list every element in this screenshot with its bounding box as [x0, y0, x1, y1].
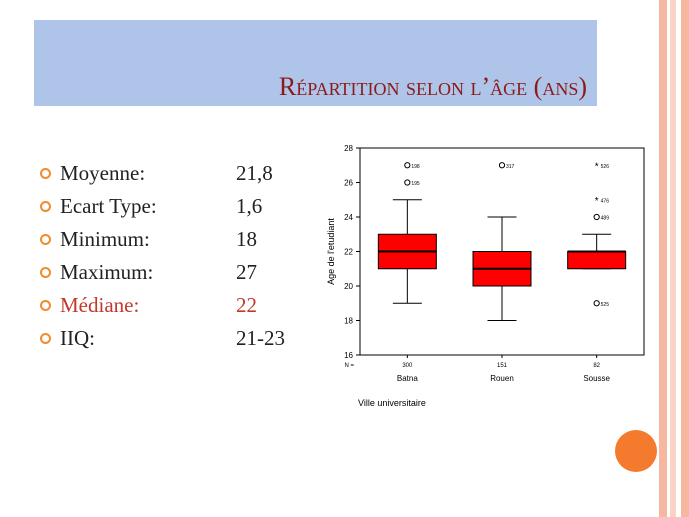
category-label: Sousse [583, 374, 610, 383]
slide-title: Répartition selon l’âge (ans) [278, 72, 587, 101]
count-label: 151 [497, 363, 508, 369]
stat-label: IIQ: [60, 326, 95, 350]
stat-value: 21-23 [236, 326, 285, 350]
outlier-marker [498, 162, 506, 169]
stat-label: Moyenne: [60, 161, 146, 185]
stat-value: 21,8 [236, 161, 273, 185]
boxplot-chart: 16 18 20 22 24 26 28 Age de l'etudiant N = 198 195… [326, 144, 645, 408]
stat-item: Médiane: 22 [40, 289, 320, 322]
outlier-marker: * [595, 196, 599, 207]
title-band: Répartition selon l’âge (ans) [34, 20, 597, 106]
outlier-label: 317 [506, 164, 515, 170]
outlier-label: 195 [411, 181, 420, 187]
bullet-icon [40, 234, 51, 245]
y-tick-label: 16 [344, 351, 353, 360]
decorative-stripe [659, 0, 667, 517]
category-label: Rouen [490, 374, 514, 383]
stat-value: 1,6 [236, 194, 263, 218]
bullet-icon [40, 168, 51, 179]
stat-value: 27 [236, 260, 257, 284]
outlier-label: 489 [601, 216, 610, 222]
outlier-marker [593, 300, 600, 307]
stat-item: Maximum: 27 [40, 256, 320, 289]
stat-item: Minimum: 18 [40, 223, 320, 256]
n-label: N = [344, 363, 354, 369]
stat-item: Moyenne: 21,8 [40, 157, 320, 190]
orange-circle-decoration [615, 430, 657, 472]
outlier-label: 525 [601, 302, 610, 308]
y-tick-label: 26 [344, 179, 353, 188]
outlier-marker [593, 213, 600, 221]
count-label: 82 [593, 363, 600, 369]
y-tick-label: 28 [344, 144, 353, 153]
stat-value: 22 [236, 293, 257, 317]
bullet-icon [40, 201, 51, 212]
bullet-icon [40, 333, 51, 344]
decorative-stripe [670, 0, 676, 517]
outlier-label: 526 [601, 164, 610, 170]
stat-label: Médiane: [60, 293, 140, 317]
bullet-icon [40, 267, 51, 278]
y-tick-label: 24 [344, 213, 353, 222]
stat-item: Ecart Type: 1,6 [40, 190, 320, 223]
stat-label: Maximum: [60, 260, 154, 284]
bullet-icon [40, 300, 51, 311]
y-tick-label: 22 [344, 248, 353, 257]
stat-value: 18 [236, 227, 257, 251]
y-tick-label: 18 [344, 317, 353, 326]
outlier-marker: * [595, 161, 599, 172]
category-label: Batna [397, 374, 418, 383]
stat-label: Ecart Type: [60, 194, 157, 218]
count-label: 300 [402, 363, 413, 369]
outlier-marker [404, 162, 411, 169]
outlier-label: 198 [411, 164, 420, 170]
outlier-label: 476 [601, 198, 610, 204]
x-axis-label: Ville universitaire [358, 398, 426, 408]
stats-list: Moyenne: 21,8 Ecart Type: 1,6 Minimum: 18 Maxi… [40, 157, 320, 355]
y-tick-label: 20 [344, 282, 353, 291]
stat-item: IIQ: 21-23 [40, 322, 320, 355]
decorative-stripe [681, 0, 689, 517]
y-axis-label: Age de l'etudiant [326, 218, 336, 285]
outlier-marker [404, 179, 411, 186]
stat-label: Minimum: [60, 227, 150, 251]
box [567, 251, 627, 270]
